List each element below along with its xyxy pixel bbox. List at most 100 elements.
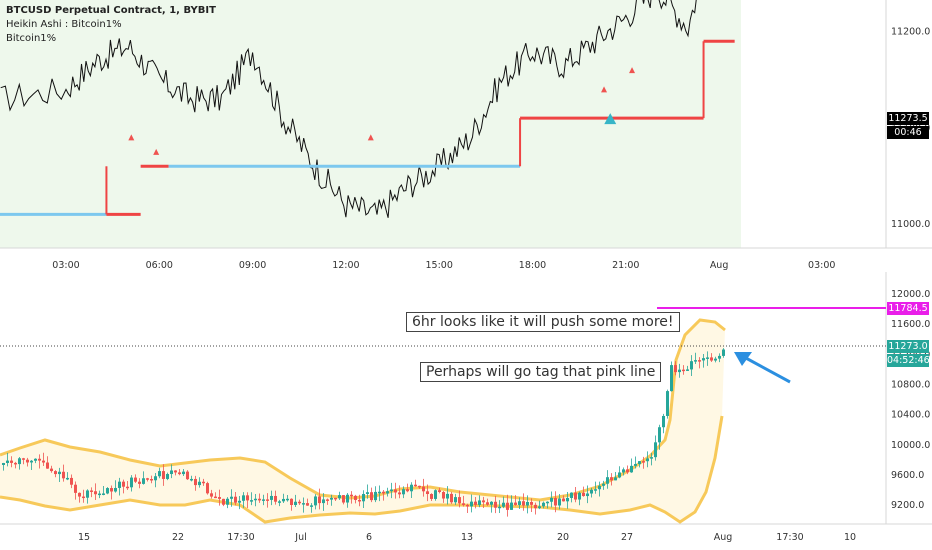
price-line: [0, 0, 697, 218]
candle-body: [358, 499, 361, 502]
candle-body: [662, 415, 665, 428]
candle-body: [254, 498, 257, 501]
candle-body: [466, 504, 469, 507]
candle-body: [362, 493, 365, 502]
candle-body: [722, 349, 725, 356]
candle-body: [534, 504, 537, 509]
candle-body: [170, 470, 173, 475]
candle-body: [50, 468, 53, 472]
candle-body: [558, 498, 561, 506]
candle-body: [86, 490, 89, 498]
candle-body: [342, 495, 345, 503]
candle-body: [658, 427, 661, 443]
top-chart: 03:00 06:00 09:00 12:00 15:00 18:00 21:00 Aug 03…: [0, 0, 932, 270]
candle-body: [298, 501, 301, 504]
candle-body: [586, 493, 589, 497]
candle-body: [450, 493, 453, 503]
candle-body: [210, 493, 213, 497]
candle-body: [102, 493, 105, 495]
candle-body: [690, 361, 693, 370]
candle-body: [30, 460, 33, 463]
candle-body: [126, 486, 129, 489]
candle-body: [198, 481, 201, 486]
candle-body: [506, 502, 509, 510]
signal-marker: [629, 67, 636, 74]
session-background: [0, 0, 741, 248]
candle-body: [166, 474, 169, 479]
candle-body: [614, 477, 617, 481]
candle-body: [90, 490, 93, 492]
candle-body: [462, 503, 465, 505]
candle-body: [274, 495, 277, 502]
candle-body: [678, 369, 681, 373]
time-tick-label: 06:00: [146, 260, 173, 270]
time-tick-label: 15: [78, 532, 90, 543]
bottom-timer-tag: 04:52:46: [887, 354, 930, 367]
price-tick-label: 11200.0: [891, 27, 930, 38]
band-lower: [0, 415, 724, 524]
price-tick-label: 12000.0: [891, 289, 930, 300]
candle-body: [554, 497, 557, 506]
candle-body: [6, 460, 9, 463]
candle-body: [562, 498, 565, 502]
candle-body: [182, 471, 185, 475]
candle-body: [418, 485, 421, 488]
candle-body: [302, 503, 305, 505]
candle-body: [206, 483, 209, 494]
candle-body: [366, 492, 369, 494]
candle-body: [470, 501, 473, 507]
candle-body: [402, 489, 405, 495]
time-tick-label: 15:00: [426, 260, 453, 270]
candle-body: [270, 495, 273, 500]
candle-body: [382, 491, 385, 494]
candle-body: [62, 471, 65, 479]
time-tick-label: 10: [844, 532, 856, 543]
candle-body: [674, 365, 677, 373]
candle-body: [698, 360, 701, 362]
candle-body: [142, 478, 145, 484]
candle-body: [354, 495, 357, 500]
candle-body: [370, 492, 373, 501]
candle-body: [222, 498, 225, 505]
candle-body: [158, 471, 161, 477]
candle-body: [22, 458, 25, 460]
candle-body: [258, 498, 261, 501]
candle-body: [530, 501, 533, 505]
annotation-push-more: 6hr looks like it will push some more!: [406, 312, 680, 332]
candle-body: [318, 496, 321, 504]
candle-body: [482, 500, 485, 503]
candle-body: [426, 491, 429, 495]
candle-body: [490, 501, 493, 505]
candle-body: [294, 501, 297, 506]
candle-body: [570, 492, 573, 498]
candle-body: [670, 365, 673, 392]
candle-body: [70, 477, 73, 485]
candle-body: [118, 481, 121, 488]
pink-line-tag: 11784.5: [887, 302, 929, 315]
candle-body: [378, 491, 381, 494]
candle-body: [422, 486, 425, 492]
candle-body: [114, 487, 117, 492]
candle-body: [478, 500, 481, 505]
candle-body: [290, 498, 293, 506]
candle-body: [334, 497, 337, 500]
candle-body: [282, 498, 285, 502]
time-tick-label: 22: [172, 532, 184, 543]
candle-body: [38, 458, 41, 461]
candle-body: [542, 502, 545, 507]
time-tick-label: 20: [557, 532, 569, 543]
candle-body: [202, 481, 205, 484]
candle-body: [310, 505, 313, 507]
candle-body: [618, 472, 621, 478]
candle-body: [654, 442, 657, 458]
candle-body: [134, 477, 137, 482]
candle-body: [214, 496, 217, 499]
time-tick-label: 18:00: [519, 260, 546, 270]
candle-body: [54, 471, 57, 475]
time-tick-label: Jul: [294, 532, 306, 543]
candle-body: [686, 369, 689, 371]
candle-body: [42, 460, 45, 463]
candle-body: [350, 494, 353, 497]
candle-body: [98, 493, 101, 496]
candle-body: [278, 501, 281, 503]
